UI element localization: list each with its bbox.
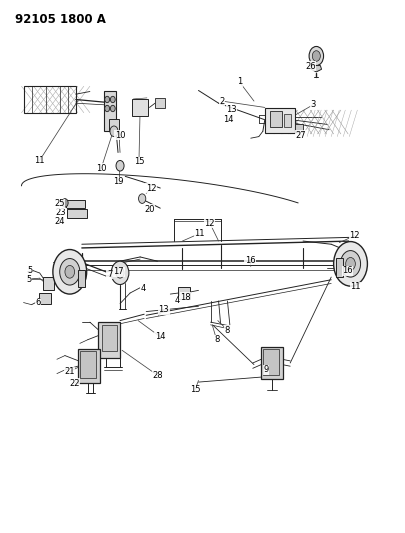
Bar: [263, 349, 279, 375]
Text: 20: 20: [144, 205, 155, 214]
Polygon shape: [311, 66, 322, 72]
Text: 21: 21: [64, 367, 75, 376]
Text: 5: 5: [26, 274, 31, 284]
Text: 27: 27: [296, 131, 306, 140]
Bar: [109, 119, 119, 130]
Circle shape: [65, 265, 75, 278]
Text: 10: 10: [115, 131, 125, 140]
Circle shape: [341, 251, 360, 277]
Text: 8: 8: [225, 326, 230, 335]
Circle shape: [111, 261, 129, 285]
Text: 28: 28: [152, 370, 163, 379]
Text: 13: 13: [159, 305, 169, 314]
Text: 2: 2: [219, 96, 224, 106]
Bar: [155, 99, 165, 108]
Circle shape: [312, 51, 320, 61]
Circle shape: [309, 46, 324, 66]
Bar: [295, 124, 303, 132]
Text: 7: 7: [107, 270, 112, 279]
Bar: [43, 277, 55, 290]
Text: 14: 14: [223, 115, 234, 124]
Text: 11: 11: [34, 156, 45, 165]
Text: 3: 3: [310, 100, 316, 109]
Text: 6: 6: [36, 298, 41, 307]
Text: 12: 12: [146, 183, 156, 192]
Bar: [98, 321, 120, 358]
Circle shape: [111, 96, 115, 103]
Bar: [39, 293, 51, 304]
Text: 8: 8: [214, 335, 219, 344]
Text: 22: 22: [69, 378, 80, 387]
Bar: [102, 325, 117, 351]
Bar: [270, 111, 282, 127]
Text: 11: 11: [350, 282, 360, 291]
Text: 5: 5: [28, 266, 33, 275]
Circle shape: [62, 199, 68, 207]
Circle shape: [53, 249, 87, 294]
Circle shape: [116, 268, 124, 278]
Text: 24: 24: [54, 217, 64, 226]
Text: 25: 25: [54, 199, 64, 208]
Circle shape: [139, 194, 146, 204]
Bar: [336, 259, 343, 277]
Bar: [104, 91, 116, 131]
Circle shape: [105, 106, 110, 112]
Bar: [67, 209, 87, 217]
Text: 16: 16: [342, 266, 353, 275]
Text: 12: 12: [349, 231, 360, 240]
Bar: [78, 349, 100, 383]
Bar: [264, 108, 295, 133]
Text: 19: 19: [113, 177, 124, 186]
Text: 4: 4: [175, 296, 180, 305]
Circle shape: [105, 96, 110, 103]
Bar: [261, 346, 283, 379]
Circle shape: [110, 126, 118, 136]
Bar: [66, 200, 85, 208]
Circle shape: [60, 259, 80, 285]
Text: 26: 26: [305, 62, 315, 70]
Bar: [178, 287, 190, 299]
Text: 15: 15: [134, 157, 144, 166]
Circle shape: [116, 160, 124, 171]
Text: 16: 16: [245, 256, 255, 265]
Text: 4: 4: [141, 284, 145, 293]
Bar: [80, 351, 96, 378]
Text: 14: 14: [155, 332, 165, 341]
Text: 13: 13: [226, 105, 237, 114]
Text: 15: 15: [190, 385, 200, 394]
Text: 92105 1800 A: 92105 1800 A: [15, 13, 107, 26]
Circle shape: [111, 106, 115, 112]
Bar: [284, 114, 291, 127]
Circle shape: [346, 257, 355, 270]
Text: 9: 9: [263, 366, 269, 374]
Text: 18: 18: [180, 293, 191, 302]
Bar: [78, 270, 85, 287]
Bar: [132, 99, 148, 116]
Text: 12: 12: [205, 219, 215, 228]
Text: 11: 11: [194, 229, 205, 238]
Text: 23: 23: [55, 208, 66, 217]
Text: 1: 1: [237, 77, 242, 86]
Circle shape: [334, 241, 367, 286]
Text: 17: 17: [113, 268, 124, 276]
Text: 10: 10: [96, 164, 107, 173]
